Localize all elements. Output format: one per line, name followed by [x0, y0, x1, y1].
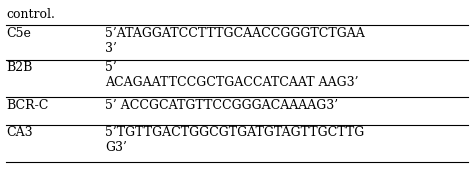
Text: CA3: CA3	[6, 126, 33, 139]
Text: C5e: C5e	[6, 27, 31, 40]
Text: 5’
ACAGAATTCCGCTGACCATCAAT AAG3’: 5’ ACAGAATTCCGCTGACCATCAAT AAG3’	[105, 61, 358, 89]
Text: B2B: B2B	[6, 61, 33, 74]
Text: control.: control.	[6, 8, 55, 21]
Text: 5’ ACCGCATGTTCCGGGACAAAAG3’: 5’ ACCGCATGTTCCGGGACAAAAG3’	[105, 99, 338, 112]
Text: BCR-C: BCR-C	[6, 99, 48, 112]
Text: 5’ATAGGATCCTTTGCAACCGGGTCTGAA
3’: 5’ATAGGATCCTTTGCAACCGGGTCTGAA 3’	[105, 27, 365, 55]
Text: 5’TGTTGACTGGCGTGATGTAGTTGCTTG
G3’: 5’TGTTGACTGGCGTGATGTAGTTGCTTG G3’	[105, 126, 365, 154]
